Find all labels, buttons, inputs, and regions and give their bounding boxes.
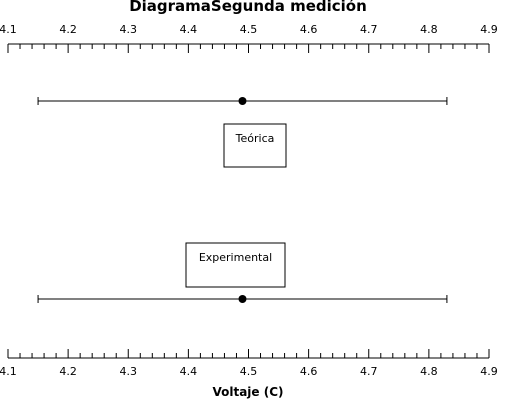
top-axis: 4.1 4.2 4.3 4.4 4.5 4.6 4.7 4.8 4.9 xyxy=(0,23,498,53)
series-label-box xyxy=(185,242,286,288)
bottom-tick-label: 4.7 xyxy=(360,365,378,378)
bottom-tick-label: 4.2 xyxy=(59,365,77,378)
top-tick-label: 4.5 xyxy=(240,23,258,36)
bottom-tick-label: 4.8 xyxy=(420,365,438,378)
top-tick-label: 4.2 xyxy=(59,23,77,36)
top-tick-label: 4.4 xyxy=(180,23,198,36)
bottom-tick-label: 4.5 xyxy=(240,365,258,378)
series-experimental: Experimental xyxy=(37,242,448,303)
bottom-tick-label: 4.4 xyxy=(180,365,198,378)
bottom-tick-label: 4.1 xyxy=(0,365,17,378)
series-label-box xyxy=(223,123,287,168)
series-label: Experimental xyxy=(199,251,272,264)
bottom-tick-label: 4.6 xyxy=(300,365,318,378)
center-point xyxy=(238,295,247,303)
bottom-tick-label: 4.3 xyxy=(120,365,138,378)
top-tick-label: 4.9 xyxy=(480,23,498,36)
center-point xyxy=(238,97,247,105)
bottom-tick-label: 4.9 xyxy=(480,365,498,378)
series-teorica: Teórica xyxy=(37,97,448,168)
top-tick-label: 4.3 xyxy=(120,23,138,36)
top-tick-label: 4.1 xyxy=(0,23,17,36)
bottom-axis: 4.1 4.2 4.3 4.4 4.5 4.6 4.7 4.8 4.9 xyxy=(0,349,498,378)
x-axis-label: Voltaje (C) xyxy=(212,385,283,399)
series-label: Teórica xyxy=(235,132,275,145)
top-tick-label: 4.8 xyxy=(420,23,438,36)
top-tick-label: 4.6 xyxy=(300,23,318,36)
chart-title: DiagramaSegunda medición xyxy=(129,0,367,15)
top-tick-label: 4.7 xyxy=(360,23,378,36)
